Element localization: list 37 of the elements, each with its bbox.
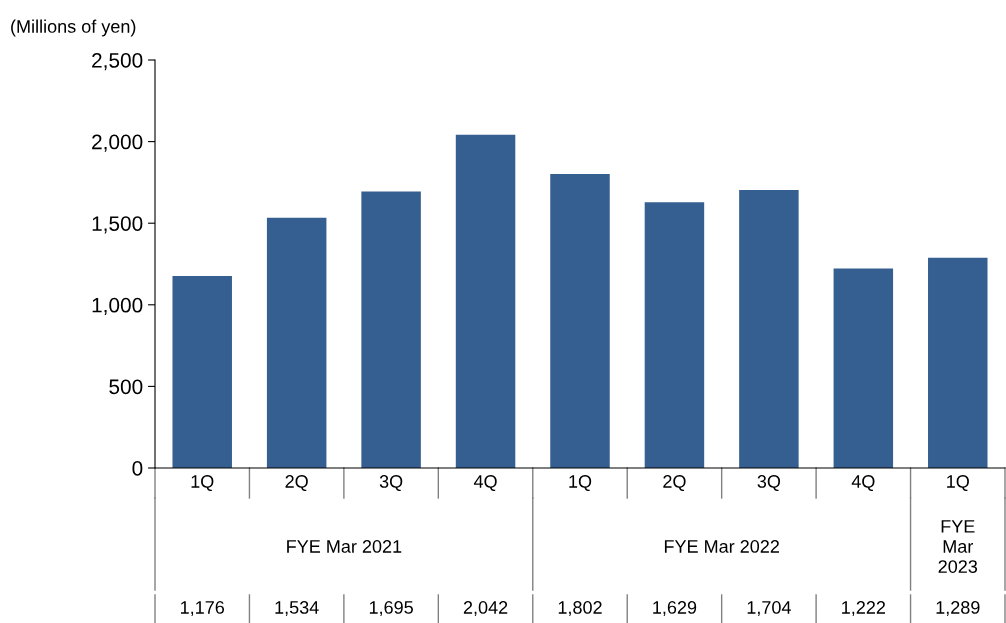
bar [833,268,894,468]
y-tick-label: 1,000 [92,297,143,316]
data-label: 1,534 [275,601,319,616]
data-label: 1,802 [558,601,602,616]
bar [455,134,516,468]
x-tick-label: 3Q [379,475,403,492]
bar [644,202,705,468]
text: FYE Mar 2021 [287,540,402,553]
data-label: 2,042 [463,601,508,616]
bar [550,173,610,468]
x-tick-label: 4Q [851,475,875,492]
x-tick-label: 3Q [757,475,781,492]
y-tick-label: 2,500 [92,53,143,71]
y-tick-label: 500 [109,379,143,395]
data-label: 1,704 [747,601,791,616]
bar [928,257,988,468]
text: FYE Mar 2022 [664,540,779,553]
data-label: 1,222 [842,601,886,616]
y-tick-label: 1,500 [92,216,143,234]
y-tick-label: 0 [132,461,143,476]
data-label: 1,695 [369,601,413,616]
y-tick-label: 2,000 [92,134,143,152]
bar [266,217,327,468]
x-tick-label: 1Q [191,475,214,492]
bar [172,276,232,468]
x-tick-label: 1Q [569,475,592,492]
data-label: 1,629 [653,601,697,616]
x-tick-label: 2Q [663,475,686,492]
data-label: 1,176 [181,601,225,616]
data-label: 1,289 [936,601,980,616]
x-tick-label: 1Q [947,475,969,492]
bar [361,191,421,468]
x-tick-label: 4Q [473,475,497,492]
text: FYE Mar 2023 [938,520,978,573]
bar [739,189,799,468]
y-axis-title: (Millions of yen) [11,19,136,37]
x-tick-label: 2Q [285,475,308,492]
